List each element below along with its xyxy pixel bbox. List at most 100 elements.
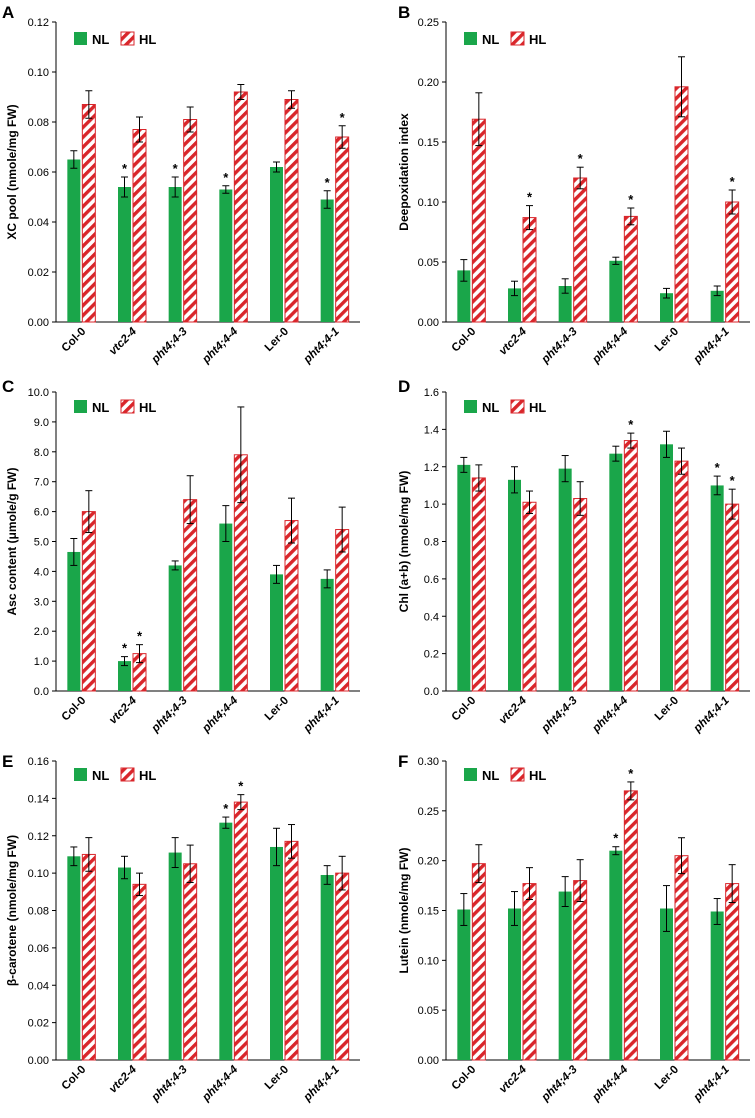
bar-nl [660, 293, 673, 322]
category-label: Col-0 [450, 326, 479, 355]
y-tick-label: 0.10 [418, 197, 439, 209]
category-label: pht4;4-3 [539, 1063, 580, 1104]
y-tick-label: 0.4 [424, 611, 439, 623]
bar-hl [471, 477, 486, 692]
category-label: pht4;4-3 [539, 694, 580, 735]
category-label: Ler-0 [263, 1064, 291, 1092]
panel-letter: A [2, 3, 14, 22]
category-label: Col-0 [450, 695, 479, 724]
y-tick-label: 0.04 [28, 980, 49, 992]
legend-label-hl: HL [139, 768, 156, 783]
y-tick-label: 0.10 [418, 955, 439, 967]
bar-nl [457, 270, 471, 322]
bar-hl [471, 863, 486, 1061]
bar-nl [219, 189, 233, 322]
y-tick-label: 7.0 [34, 477, 49, 489]
bar-nl [219, 822, 233, 1060]
y-tick-label: 0.12 [28, 17, 49, 29]
legend: NL HL [464, 767, 546, 783]
y-tick-label: 0.25 [418, 806, 439, 818]
y-axis-title: Lutein (nmole/mg FW) [397, 848, 411, 974]
bar-nl [67, 159, 81, 322]
y-tick-label: 1.2 [424, 462, 439, 474]
bar-hl [233, 801, 248, 1061]
bar-nl [219, 523, 233, 691]
y-tick-label: 0.0 [424, 686, 439, 698]
y-tick-label: 1.0 [424, 499, 439, 511]
y-tick-label: 10.0 [28, 387, 49, 399]
bar-nl [558, 286, 572, 322]
legend: NL HL [74, 767, 156, 783]
y-tick-label: 0.8 [424, 537, 439, 549]
bar-hl [183, 119, 198, 323]
category-label: pht4;4-3 [149, 325, 190, 366]
legend-label-nl: NL [482, 32, 499, 47]
y-tick-label: 1.0 [34, 656, 49, 668]
bar-nl [457, 464, 471, 691]
significance-star: * [715, 460, 721, 475]
panel-letter: E [2, 752, 13, 771]
category-label: pht4;4-4 [200, 694, 241, 735]
legend-label-hl: HL [139, 400, 156, 415]
bar-nl [508, 288, 521, 322]
bar-nl [320, 199, 334, 322]
y-tick-label: 6.0 [34, 507, 49, 519]
legend-label-hl: HL [529, 768, 546, 783]
category-label: vtc2-4 [497, 694, 529, 726]
bar-hl [471, 118, 486, 323]
category-label: pht4;4-4 [200, 325, 241, 366]
y-tick-label: 0.20 [418, 77, 439, 89]
y-tick-label: 0.02 [28, 1018, 49, 1030]
bar-hl [573, 880, 588, 1061]
significance-star: * [578, 151, 584, 166]
legend: NL HL [74, 399, 156, 415]
category-label: pht4;4-3 [539, 325, 580, 366]
panel-letter: B [398, 3, 410, 22]
category-label: Col-0 [60, 1064, 89, 1093]
category-label: Ler-0 [263, 695, 291, 723]
bar-nl [558, 468, 572, 691]
y-axis-title: XC pool (nmole/mg FW) [5, 104, 19, 239]
legend: NL HL [464, 31, 546, 47]
y-tick-label: 0.00 [28, 317, 49, 329]
chart-panel-c: C 0.0 1.0 2.0 3.0 4.0 5.0 6.0 7.0 8.0 9.0 10.0 Asc c… [2, 377, 360, 735]
category-label: Col-0 [60, 326, 89, 355]
category-label: pht4;4-4 [590, 1063, 631, 1104]
legend-label-nl: NL [92, 768, 109, 783]
bar-nl [660, 444, 673, 691]
y-tick-label: 0.00 [28, 1055, 49, 1067]
y-tick-label: 0.30 [418, 756, 439, 768]
y-tick-label: 0.00 [418, 1055, 439, 1067]
y-tick-label: 0.0 [34, 686, 49, 698]
legend-label-hl: HL [529, 32, 546, 47]
bar-nl [609, 850, 623, 1060]
bar-hl [623, 215, 638, 323]
bar-nl [168, 852, 182, 1060]
bar-hl [674, 86, 689, 323]
panel-letter: F [398, 752, 408, 771]
y-tick-label: 0.05 [418, 1005, 439, 1017]
bar-hl [522, 217, 537, 323]
legend-label-hl: HL [139, 32, 156, 47]
bar-nl [270, 846, 283, 1060]
y-tick-label: 0.2 [424, 649, 439, 661]
legend-label-nl: NL [482, 400, 499, 415]
bar-nl [710, 485, 724, 691]
y-tick-label: 0.08 [28, 117, 49, 129]
bar-hl [674, 460, 689, 692]
chart-panel-a: A 0.00 0.02 0.04 0.06 0.08 0.10 0.12 XC pool (nm… [2, 3, 360, 366]
bar-nl [320, 874, 334, 1060]
y-tick-label: 0.04 [28, 217, 49, 229]
category-label: vtc2-4 [107, 694, 139, 726]
bar-nl [67, 856, 81, 1060]
bar-hl [132, 129, 147, 323]
category-label: Ler-0 [263, 326, 291, 354]
y-tick-label: 0.05 [418, 257, 439, 269]
bar-hl [81, 853, 96, 1061]
chart-panel-e: E 0.00 0.02 0.04 0.06 0.08 0.10 0.12 0.14 0.16 β-c… [2, 752, 360, 1104]
significance-star: * [527, 190, 533, 205]
bar-nl [168, 187, 182, 322]
category-label: pht4;4-1 [301, 326, 342, 367]
category-label: vtc2-4 [497, 1063, 529, 1095]
